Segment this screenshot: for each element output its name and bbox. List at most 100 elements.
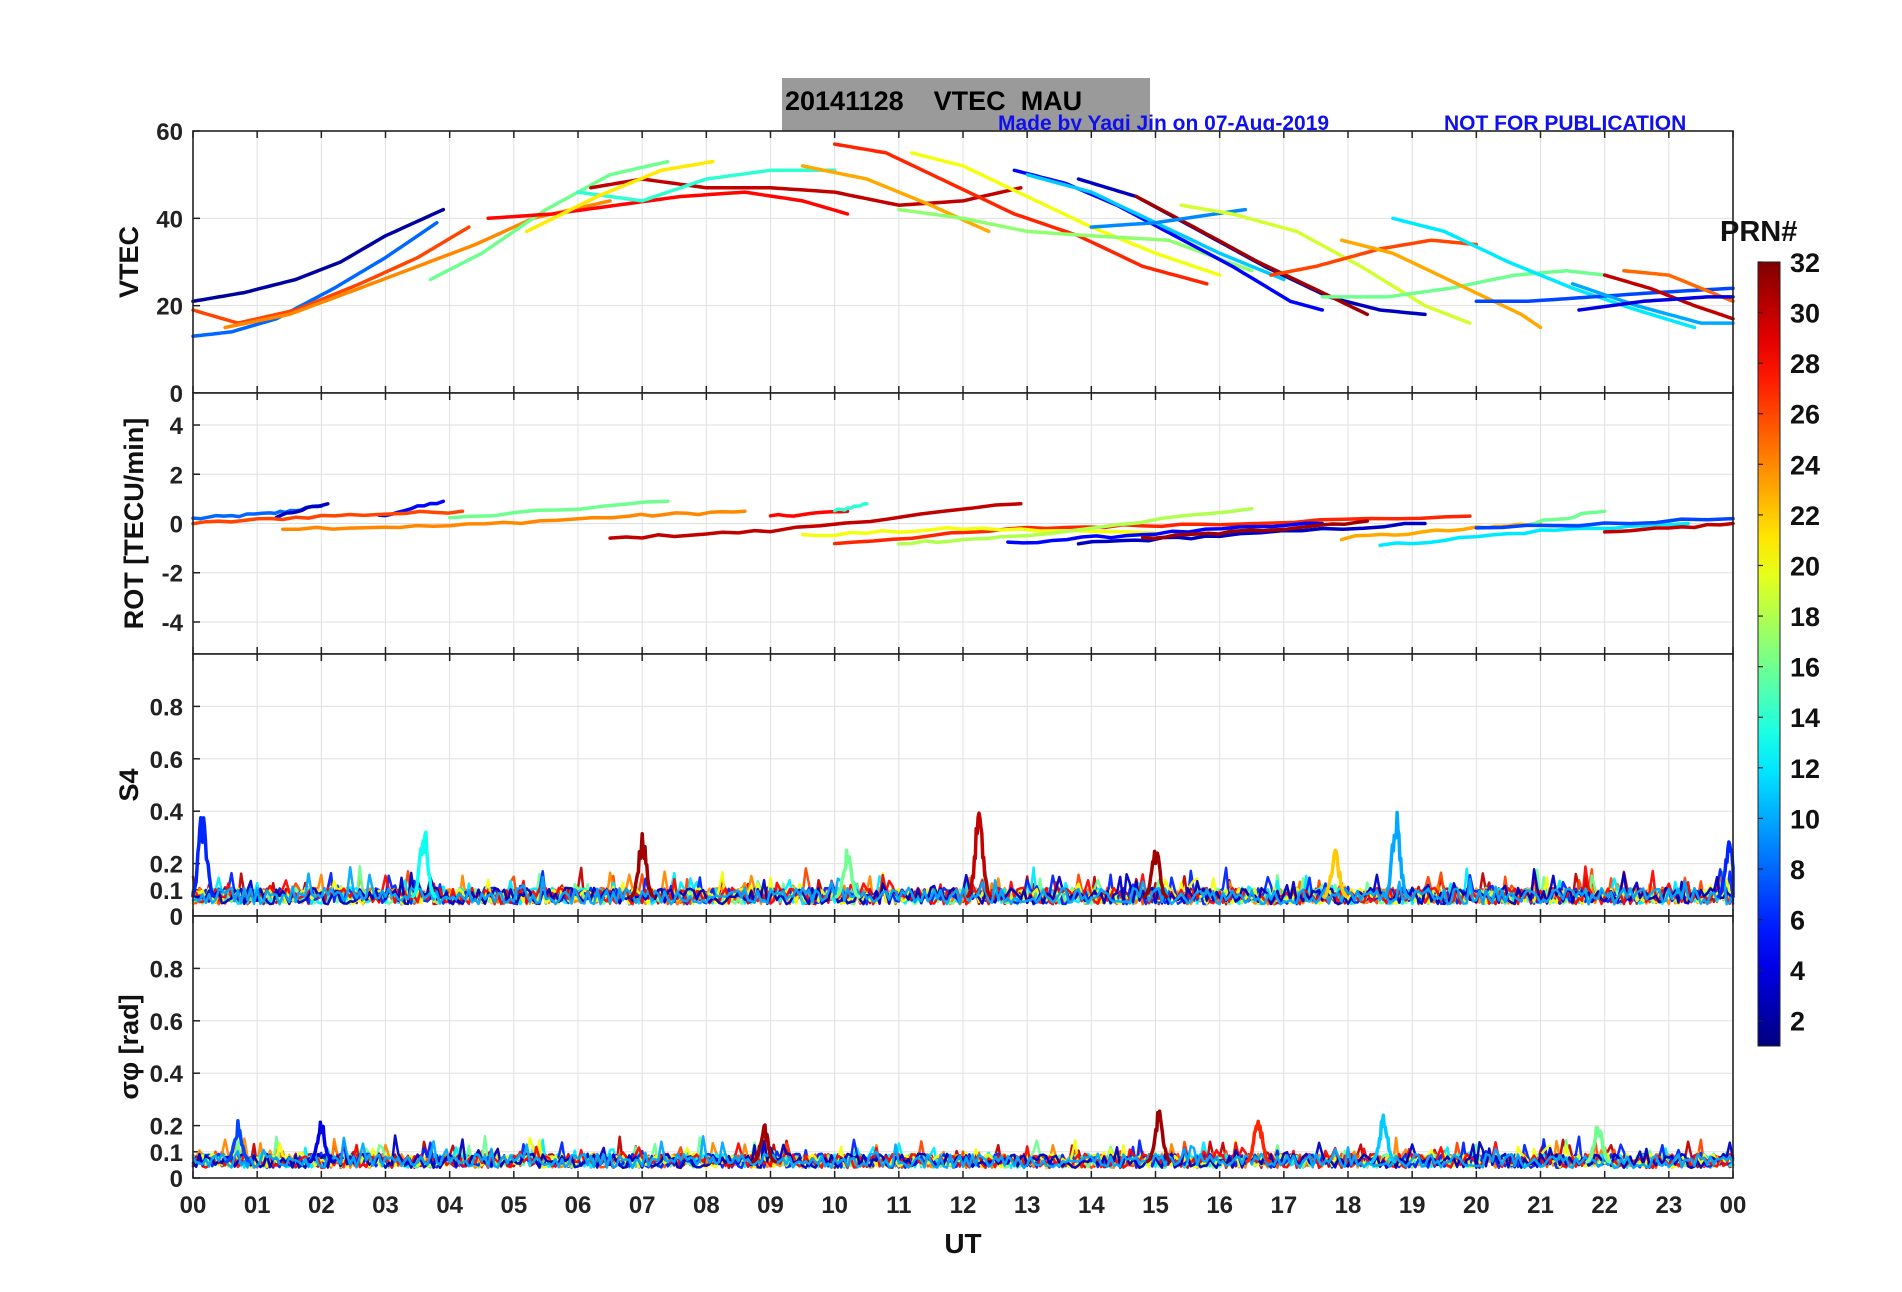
x-axis-label: UT	[944, 1228, 981, 1259]
series-prn-25	[1622, 268, 1735, 304]
colorbar-tick-label: 22	[1790, 501, 1820, 531]
y-tick-label: 0.8	[150, 694, 183, 721]
y-tick-label: 0.8	[150, 956, 183, 983]
y-tick-label: 0	[170, 904, 183, 931]
x-tick-label: 10	[821, 1192, 848, 1219]
colorbar-tick-label: 20	[1790, 551, 1820, 581]
series-prn-27	[832, 142, 1209, 286]
colorbar-tick-label: 2	[1790, 1007, 1805, 1037]
series-prn-31	[1134, 194, 1370, 317]
series-prn-30	[589, 177, 1023, 207]
y-tick-label: 0.6	[150, 747, 183, 774]
series-prn-10	[1570, 282, 1735, 325]
panel-vtec: 0 20 40 60 VTEC	[114, 119, 1735, 408]
y-axis-label-sigma_phi: σφ [rad]	[114, 994, 144, 1099]
series-prn-23	[1339, 238, 1543, 330]
series-prn-16	[447, 499, 670, 520]
x-tick-label: 20	[1463, 1192, 1490, 1219]
peak-prn-30	[966, 811, 993, 898]
panel-sigma_phi: 00.10.2 0.4 0.6 0.8σφ [rad]	[114, 915, 1735, 1193]
noise-trace-prn-24	[191, 870, 1735, 906]
x-tick-label: 08	[693, 1192, 720, 1219]
series-prn-21	[524, 159, 715, 234]
colorbar-bar	[1757, 261, 1781, 1047]
y-tick-label: 4	[170, 413, 184, 440]
peak-prn-6	[191, 815, 216, 898]
colorbar-tick-label: 28	[1790, 349, 1820, 379]
peak-prn-4	[308, 1120, 335, 1164]
series-prn-24	[281, 509, 747, 532]
colorbar-tick-label: 6	[1790, 906, 1805, 936]
y-tick-label: -2	[162, 561, 183, 588]
series-prn-16	[428, 159, 670, 282]
series-prn-14	[576, 168, 837, 203]
colorbar-tick-label: 16	[1790, 653, 1820, 683]
x-tick-label: 01	[244, 1192, 271, 1219]
x-tick-label: 06	[565, 1192, 592, 1219]
series-prn-3	[1076, 521, 1427, 546]
y-tick-label: 20	[156, 294, 183, 321]
peak-prn-11	[1370, 1113, 1397, 1164]
colorbar-tick-label: 32	[1790, 248, 1820, 278]
x-tick-label: 14	[1078, 1192, 1105, 1219]
series-prn-19	[1179, 203, 1472, 325]
peak-prn-7	[224, 1119, 251, 1164]
peak-prn-16	[1585, 1125, 1612, 1164]
colorbar-tick-label: 10	[1790, 804, 1820, 834]
series-prn-30	[608, 502, 1023, 540]
x-tick-label: 00	[180, 1192, 207, 1219]
panel-rot: -4 -2 0 2 4 ROT [TECU/min]	[119, 392, 1735, 655]
x-tick-label: 16	[1206, 1192, 1233, 1219]
peak-prn-31	[629, 831, 656, 899]
y-tick-label: 0.6	[150, 1009, 183, 1036]
y-tick-label: 0.4	[150, 1061, 184, 1088]
series-prn-26	[191, 509, 465, 526]
x-tick-label: 12	[950, 1192, 977, 1219]
x-tick-label: 02	[308, 1192, 335, 1219]
x-tick-label: 18	[1335, 1192, 1362, 1219]
y-tick-label: 0.2	[150, 852, 183, 879]
y-tick-label: 0.2	[150, 1114, 183, 1141]
y-tick-label: 40	[156, 206, 183, 233]
x-tick-label: 15	[1142, 1192, 1169, 1219]
series-prn-16	[1525, 509, 1607, 527]
series-prn-9	[1089, 207, 1248, 229]
y-tick-label: 0	[170, 381, 183, 408]
series-prn-12	[1378, 521, 1690, 548]
title-station: MAU	[1020, 86, 1083, 116]
series-prn-7	[1474, 286, 1735, 304]
peak-prn-31	[1145, 1109, 1172, 1164]
noise-trace-prn-10	[191, 866, 1735, 906]
panel-s4-data	[191, 810, 1735, 906]
series-prn-26	[191, 225, 471, 325]
series-prn-20	[909, 151, 1222, 277]
peak-prn-31	[1142, 849, 1169, 899]
y-tick-label: 60	[156, 119, 183, 146]
y-tick-label: 0.1	[150, 878, 183, 905]
series-prn-31	[1140, 519, 1370, 540]
x-tick-label: 22	[1591, 1192, 1618, 1219]
series-prn-20	[800, 526, 1158, 538]
title-quantity: VTEC	[933, 86, 1006, 116]
y-tick-label: 0	[170, 1166, 183, 1193]
noise-trace-prn-10	[191, 1134, 1735, 1170]
y-tick-label: 0.4	[150, 799, 184, 826]
y-axis-label-rot: ROT [TECU/min]	[119, 418, 149, 629]
x-tick-label: 05	[500, 1192, 527, 1219]
x-tick-label: 21	[1527, 1192, 1554, 1219]
title-date: 20141128	[785, 86, 904, 116]
colorbar-tick-label: 8	[1790, 855, 1805, 885]
x-tick-label: 00	[1720, 1192, 1747, 1219]
series-prn-18	[897, 506, 1254, 546]
series-prn-28	[486, 190, 850, 221]
title-box	[782, 78, 1150, 132]
panel-vtec-data	[191, 142, 1735, 338]
series-prn-14	[832, 502, 869, 513]
panel-rot-data	[191, 499, 1735, 548]
noise-trace-prn-3	[191, 1134, 1735, 1170]
credit-text: Made by Yaqi Jin on 07-Aug-2019	[998, 112, 1330, 135]
series-prn-5	[1006, 521, 1325, 545]
colorbar-tick-label: 4	[1790, 956, 1805, 986]
